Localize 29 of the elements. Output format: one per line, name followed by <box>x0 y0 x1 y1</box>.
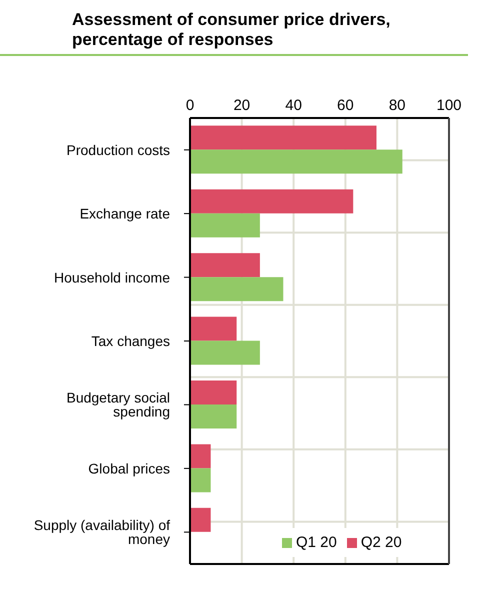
x-tick-label: 60 <box>337 97 354 114</box>
x-tick-label: 0 <box>186 97 194 114</box>
bar <box>190 316 237 341</box>
y-tick-label: Supply (availability) of money <box>34 517 170 548</box>
y-tick-label: Global prices <box>88 460 170 476</box>
chart-title: Assessment of consumer price drivers, percentage of responses <box>71 9 392 51</box>
y-tick-label: Household income <box>54 269 170 286</box>
y-tick-label: Exchange rate <box>80 206 170 222</box>
bar <box>190 340 260 365</box>
bar <box>190 253 260 278</box>
bar <box>190 277 284 302</box>
y-tick-label: Budgetary social spending <box>66 390 170 420</box>
bar <box>190 126 376 150</box>
bar <box>190 508 211 532</box>
bar <box>190 444 211 468</box>
x-tick-label: 100 <box>436 97 462 114</box>
x-tick-label: 40 <box>285 97 302 114</box>
x-tick-label: 20 <box>233 97 250 114</box>
bar <box>190 189 354 214</box>
y-tick-label: Production costs <box>66 142 170 158</box>
x-tick-label: 80 <box>388 97 406 114</box>
bar <box>190 213 260 238</box>
legend-label: Q2 20 <box>360 534 402 551</box>
bar <box>190 468 211 492</box>
bar <box>190 380 237 405</box>
bar <box>190 150 402 174</box>
legend-label: Q1 20 <box>296 534 337 551</box>
y-tick-label: Tax changes <box>91 332 170 349</box>
bar <box>190 404 237 429</box>
